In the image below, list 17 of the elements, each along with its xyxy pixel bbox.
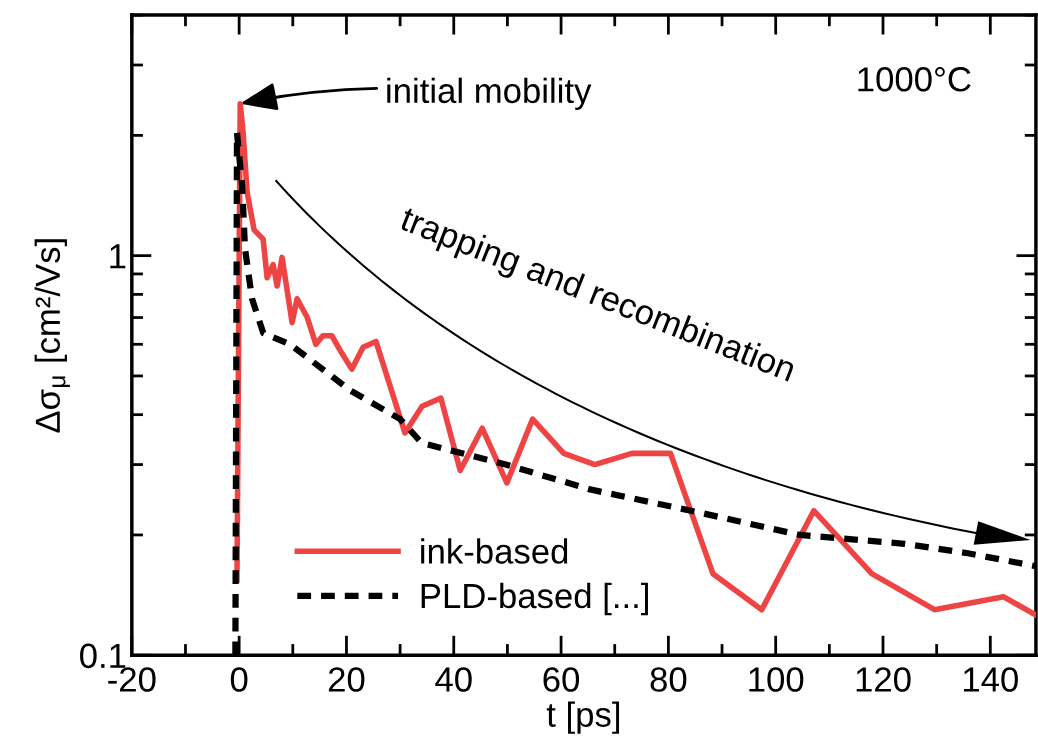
legend-label: PLD-based [...] [421,582,648,616]
x-axis-title: t [ps] [546,701,620,734]
y-tick-label: 1 [110,244,126,269]
annotation: 1000°C [858,67,971,92]
x-tick-label: 100 [749,667,804,692]
x-tick-label: 60 [543,667,580,692]
x-tick-label: 20 [328,667,365,692]
annotation: initial mobility [387,77,592,110]
y-axis-title: Δσ$_{μ}$ [cm²/Vs] [34,239,70,433]
y-tick-label: 0.1 [80,643,126,669]
legend-label: ink-based [421,538,568,564]
x-tick-label: 40 [435,667,472,692]
x-tick-label: 140 [964,667,1018,692]
x-tick-label: 120 [856,667,911,692]
x-tick-label: 0 [230,667,248,692]
x-tick-label: -20 [108,667,156,692]
x-tick-label: 80 [650,667,687,692]
